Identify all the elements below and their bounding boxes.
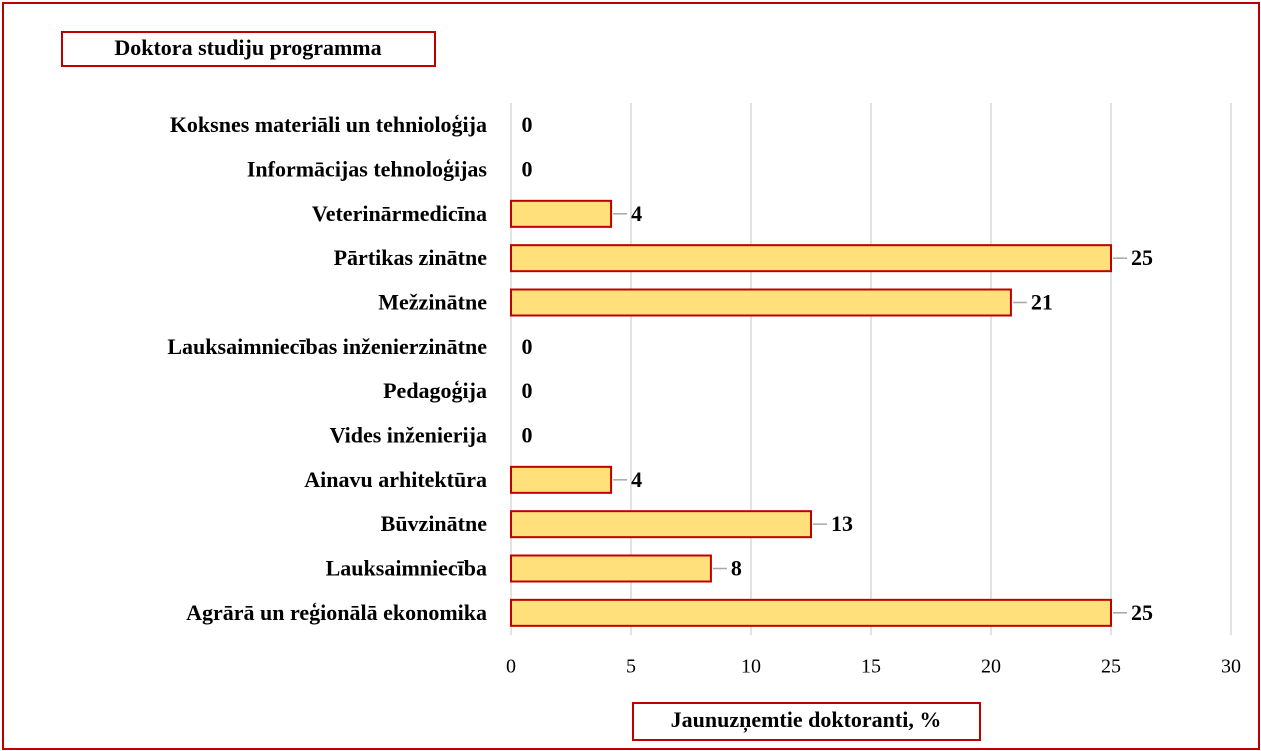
value-label: 25	[1131, 600, 1153, 625]
x-tick-label: 20	[981, 656, 1001, 678]
y-tick-label: Koksnes materiāli un tehnioloģija	[170, 112, 487, 137]
value-label: 0	[522, 157, 533, 182]
value-label: 4	[631, 201, 642, 226]
y-tick-label: Informācijas tehnoloģijas	[247, 157, 488, 182]
y-tick-label: Pedagoģija	[383, 378, 487, 403]
title-box	[61, 31, 436, 67]
value-label: 0	[522, 112, 533, 137]
bar	[510, 598, 1112, 627]
value-label: 0	[522, 378, 533, 403]
value-label: 25	[1131, 245, 1153, 270]
x-axis-label: Jaunuzņemtie doktoranti, %	[671, 707, 942, 733]
y-tick-label: Lauksaimniecības inženierzinātne	[167, 334, 487, 359]
chart-title: Doktora studiju programma	[114, 35, 381, 60]
x-tick-label: 15	[861, 656, 881, 678]
y-tick-label: Ainavu arhitektūra	[304, 467, 487, 492]
x-tick-label: 25	[1101, 656, 1121, 678]
x-tick-label: 10	[741, 656, 761, 678]
y-tick-label: Pārtikas zinātne	[334, 245, 488, 270]
bar	[510, 510, 812, 539]
y-tick-label: Mežzinātne	[378, 290, 487, 315]
x-tick-label: 30	[1221, 656, 1241, 678]
value-label: 13	[831, 511, 853, 536]
y-tick-label: Lauksaimniecība	[326, 556, 487, 581]
x-tick-label: 0	[506, 656, 516, 678]
x-tick-label: 5	[626, 656, 636, 678]
value-label: 21	[1031, 290, 1053, 315]
value-label: 0	[522, 334, 533, 359]
bar	[510, 244, 1112, 273]
axis-label-box	[632, 702, 981, 741]
value-label: 8	[731, 556, 742, 581]
y-tick-label: Veterinārmedicīna	[312, 201, 487, 226]
y-tick-label: Būvzinātne	[381, 511, 488, 536]
bar	[510, 554, 712, 583]
value-label: 4	[631, 467, 642, 492]
y-tick-label: Vides inženierija	[330, 423, 487, 448]
bar	[510, 199, 613, 228]
value-label: 0	[522, 423, 533, 448]
bar	[510, 288, 1012, 317]
bar	[510, 465, 613, 494]
y-tick-label: Agrārā un reģionālā ekonomika	[186, 600, 487, 625]
